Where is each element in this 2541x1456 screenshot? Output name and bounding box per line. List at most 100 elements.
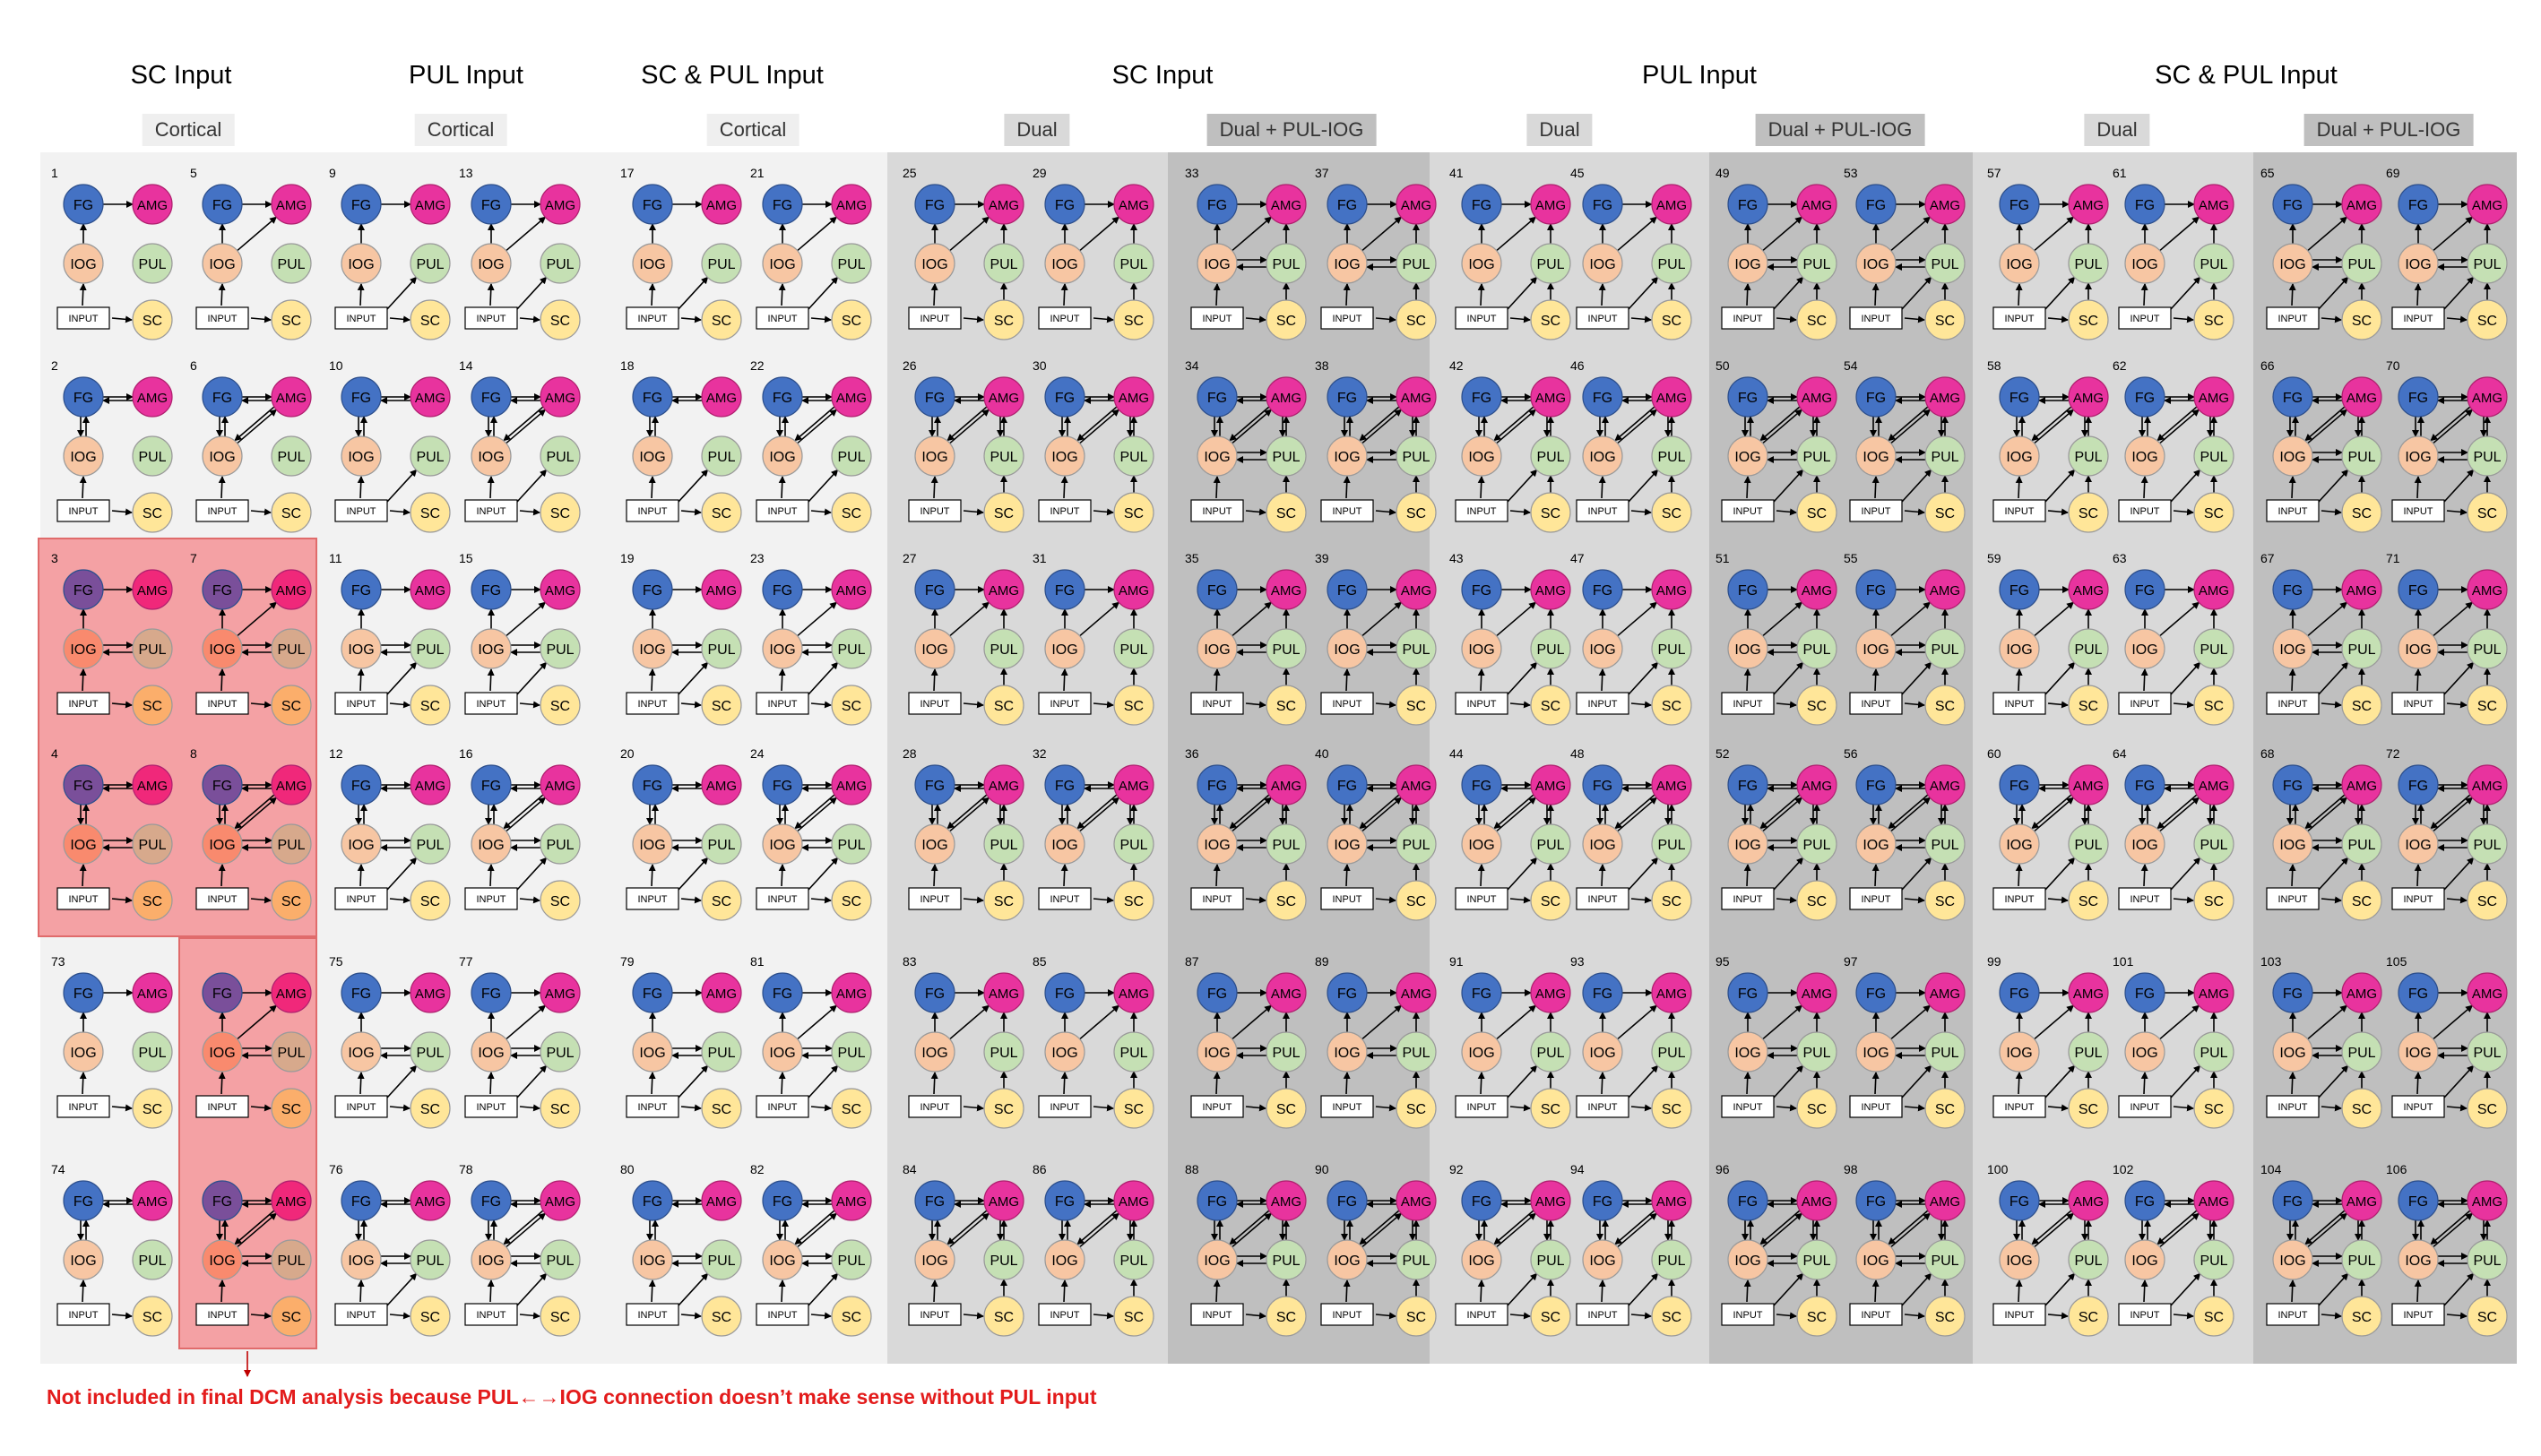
model-42: 42 FG AMG IOG PUL SC INPUT [1449,358,1571,533]
fg-label: FG [925,1194,945,1210]
pul-label: PUL [2200,1046,2227,1061]
iog-node [1327,823,1368,865]
iog-label: IOG [1863,257,1888,272]
model-40: 40 FG AMG IOG PUL SC INPUT [1315,746,1437,921]
model-78: 78 FG AMG IOG PUL SC INPUT [459,1162,581,1337]
pul-label: PUL [1402,1254,1430,1269]
input-box [756,887,809,910]
subheader-dual-scpul: Dual [2084,114,2150,146]
fg-label: FG [2408,583,2428,599]
iog-label: IOG [2006,257,2032,272]
amg-label: AMG [1119,1194,1149,1210]
model-15: 15 FG AMG IOG PUL SC INPUT [459,551,581,726]
input-box [56,499,110,522]
input-label: INPUT [768,894,798,905]
input-label: INPUT [477,506,506,517]
fg-node [632,764,673,806]
input-box [1576,306,1629,330]
pul-node [1396,243,1437,284]
iog-node [914,243,955,284]
input-label: INPUT [768,506,798,517]
amg-label: AMG [1535,198,1566,213]
model-number: 80 [620,1162,635,1176]
iog-label: IOG [348,450,374,465]
amg-label: AMG [2073,779,2104,794]
iog-label: IOG [639,1254,665,1269]
sc-label: SC [2079,894,2098,909]
iog-label: IOG [1051,450,1077,465]
iog-label: IOG [1204,450,1230,465]
model-5: 5 FG AMG IOG PUL SC INPUT [190,166,312,340]
amg-label: AMG [1401,198,1431,213]
model-45: 45 FG AMG IOG PUL SC INPUT [1570,166,1692,340]
pul-node [1113,435,1154,477]
fg-label: FG [1472,583,1491,599]
sc-node [1924,685,1966,726]
amg-label: AMG [2073,198,2104,213]
input-box [2266,692,2320,715]
fg-node [632,184,673,225]
input-box [464,887,518,910]
input-label: INPUT [69,894,99,905]
pul-label: PUL [277,450,305,465]
fg-label: FG [73,198,93,213]
input-box [2391,306,2445,330]
sc-label: SC [1935,314,1955,329]
input-label: INPUT [1467,894,1497,905]
input-label: INPUT [347,699,376,710]
input-box [1038,306,1092,330]
sc-node [831,685,872,726]
fg-label: FG [481,198,501,213]
pul-label: PUL [1931,642,1958,658]
sc-node [132,880,173,921]
amg-node [1796,184,1837,225]
pul-label: PUL [2074,450,2102,465]
sc-label: SC [1406,894,1426,909]
pul-label: PUL [1802,257,1830,272]
model-number: 18 [620,358,635,373]
pul-label: PUL [2347,838,2375,853]
model-88: 88 FG AMG IOG PUL SC INPUT [1185,1162,1307,1337]
sc-node [2467,299,2508,340]
fg-node [471,569,512,610]
sc-label: SC [1124,699,1144,714]
sc-node [2193,299,2234,340]
subheader-cortical-1: Cortical [142,114,235,146]
pul-label: PUL [2347,257,2375,272]
sc-label: SC [712,506,731,521]
fg-label: FG [2135,779,2155,794]
sc-node [2068,299,2109,340]
sc-node [1530,299,1571,340]
pul-node [540,823,581,865]
input-label: INPUT [920,314,950,324]
iog-node [1727,823,1768,865]
input-box [1576,887,1629,910]
input-label: INPUT [1588,1102,1618,1113]
model-number: 11 [329,551,342,565]
pul-label: PUL [138,450,166,465]
iog-label: IOG [1589,1254,1615,1269]
sc-label: SC [1935,1102,1955,1117]
sc-label: SC [420,506,440,521]
model-48: 48 FG AMG IOG PUL SC INPUT [1570,746,1692,921]
model-number: 69 [2386,166,2400,180]
pul-node [701,243,742,284]
column-background [1168,152,1430,1364]
iog-label: IOG [769,838,795,853]
amg-node [1651,764,1692,806]
fg-label: FG [925,779,945,794]
iog-node [914,823,955,865]
iog-label: IOG [639,642,665,658]
sc-label: SC [2477,506,2497,521]
subheader-cortical-2: Cortical [414,114,507,146]
model-number: 101 [2113,954,2134,969]
model-number: 97 [1844,954,1858,969]
pul-label: PUL [707,838,735,853]
pul-label: PUL [546,838,574,853]
pul-node [132,243,173,284]
pul-label: PUL [1272,642,1300,658]
sc-label: SC [143,314,162,329]
fg-label: FG [1738,583,1758,599]
sc-label: SC [712,699,731,714]
amg-node [1530,569,1571,610]
